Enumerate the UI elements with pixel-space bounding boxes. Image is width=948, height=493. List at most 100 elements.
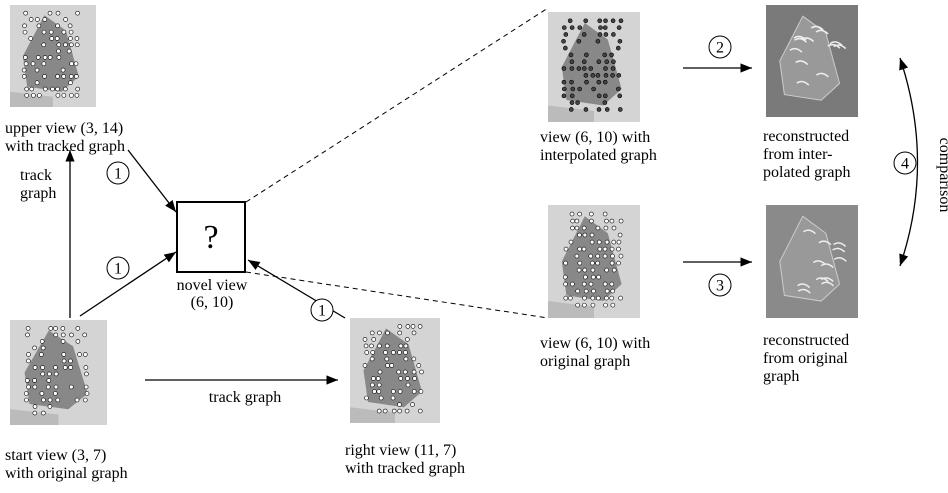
graph-node bbox=[25, 87, 29, 91]
graph-node bbox=[33, 411, 37, 415]
graph-node bbox=[56, 87, 60, 91]
graph-node bbox=[43, 87, 47, 91]
graph-node bbox=[26, 359, 30, 363]
graph-node bbox=[24, 62, 28, 66]
graph-node bbox=[597, 80, 601, 84]
graph-node bbox=[604, 32, 608, 36]
graph-node bbox=[41, 411, 45, 415]
comparison-label: comparison bbox=[936, 138, 948, 213]
graph-node bbox=[50, 87, 54, 91]
graph-node bbox=[612, 240, 616, 244]
graph-node bbox=[590, 233, 594, 237]
graph-node bbox=[41, 346, 45, 350]
graph-node bbox=[56, 398, 60, 402]
graph-node bbox=[412, 357, 416, 361]
image bbox=[350, 318, 440, 423]
graph-node bbox=[377, 383, 381, 387]
graph-node bbox=[385, 344, 389, 348]
graph-node bbox=[383, 409, 387, 413]
graph-node bbox=[413, 376, 417, 380]
graph-node bbox=[372, 390, 376, 394]
graph-node bbox=[616, 247, 620, 251]
graph-node bbox=[610, 53, 614, 57]
graph-node bbox=[618, 94, 622, 98]
graph-node bbox=[410, 403, 414, 407]
step-number: 1 bbox=[114, 166, 122, 183]
graph-node bbox=[418, 409, 422, 413]
image bbox=[10, 320, 107, 425]
image-label: from inter- bbox=[763, 146, 832, 163]
graph-node bbox=[41, 398, 45, 402]
graph-node bbox=[377, 409, 381, 413]
arrow bbox=[128, 150, 176, 212]
graph-node bbox=[371, 350, 375, 354]
graph-node bbox=[570, 26, 574, 30]
graph-node bbox=[570, 67, 574, 71]
graph-node bbox=[570, 80, 574, 84]
graph-node bbox=[33, 405, 37, 409]
graph-node bbox=[41, 372, 45, 376]
graph-node bbox=[370, 331, 374, 335]
graph-node bbox=[31, 62, 35, 66]
graph-node bbox=[568, 19, 572, 23]
graph-node bbox=[69, 365, 73, 369]
graph-node bbox=[364, 396, 368, 400]
graph-node bbox=[69, 30, 73, 34]
step-number: 1 bbox=[114, 261, 122, 278]
dashed-line bbox=[246, 8, 548, 202]
graph-node bbox=[575, 254, 579, 258]
graph-node bbox=[591, 303, 595, 307]
graph-node bbox=[583, 268, 587, 272]
graph-node bbox=[42, 43, 46, 47]
graph-node bbox=[604, 73, 608, 77]
graph-node bbox=[26, 333, 30, 337]
graph-node bbox=[390, 363, 394, 367]
graph-node bbox=[584, 53, 588, 57]
graph-node bbox=[75, 398, 79, 402]
graph-node bbox=[578, 87, 582, 91]
graph-node bbox=[592, 289, 596, 293]
graph-node bbox=[54, 372, 58, 376]
graph-node bbox=[84, 365, 88, 369]
graph-node bbox=[69, 385, 73, 389]
graph-node bbox=[575, 219, 579, 223]
image-label: interpolated graph bbox=[540, 147, 657, 164]
graph-node bbox=[597, 60, 601, 64]
graph-node bbox=[56, 74, 60, 78]
graph-node bbox=[68, 81, 72, 85]
graph-node bbox=[74, 62, 78, 66]
graph-node bbox=[589, 67, 593, 71]
graph-node bbox=[42, 62, 46, 66]
graph-node bbox=[603, 212, 607, 216]
graph-node bbox=[37, 93, 41, 97]
graph-node bbox=[596, 296, 600, 300]
graph-node bbox=[619, 19, 623, 23]
graph-node bbox=[582, 282, 586, 286]
graph-node bbox=[406, 324, 410, 328]
graph-node bbox=[23, 30, 27, 34]
image-label: right view (11, 7) bbox=[345, 442, 456, 459]
graph-node bbox=[68, 24, 72, 28]
graph-node bbox=[69, 93, 73, 97]
graph-node bbox=[610, 219, 614, 223]
graph-node bbox=[76, 87, 80, 91]
image-label: upper view (3, 14) bbox=[5, 120, 123, 137]
graph-node bbox=[610, 254, 614, 258]
graph-node bbox=[598, 32, 602, 36]
graph-node bbox=[597, 240, 601, 244]
graph-node bbox=[55, 36, 59, 40]
graph-node bbox=[585, 80, 589, 84]
graph-node bbox=[364, 344, 368, 348]
graph-node bbox=[583, 233, 587, 237]
graph-node bbox=[405, 337, 409, 341]
graph-node bbox=[598, 26, 602, 30]
graph-node bbox=[591, 275, 595, 279]
graph-node bbox=[583, 275, 587, 279]
graph-node bbox=[403, 350, 407, 354]
graph-node bbox=[56, 93, 60, 97]
graph-node bbox=[569, 53, 573, 57]
graph-node bbox=[33, 385, 37, 389]
image-label: with original graph bbox=[5, 465, 128, 482]
graph-node bbox=[370, 357, 374, 361]
graph-node bbox=[412, 331, 416, 335]
